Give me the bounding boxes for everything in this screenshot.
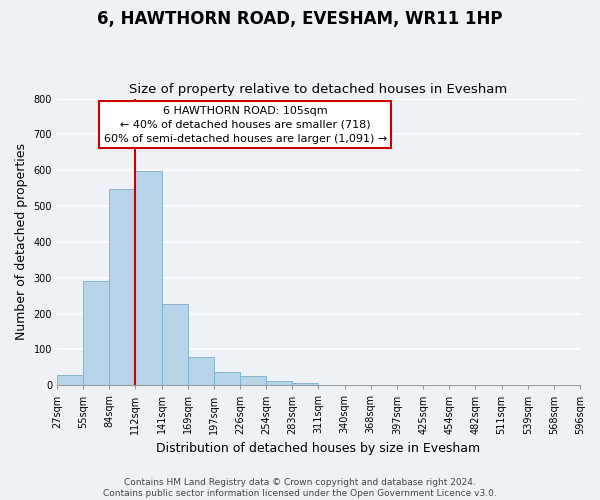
Title: Size of property relative to detached houses in Evesham: Size of property relative to detached ho… <box>130 83 508 96</box>
Bar <box>292 384 319 386</box>
Bar <box>240 376 266 386</box>
Text: 6, HAWTHORN ROAD, EVESHAM, WR11 1HP: 6, HAWTHORN ROAD, EVESHAM, WR11 1HP <box>97 10 503 28</box>
Bar <box>109 189 136 386</box>
Bar <box>161 304 188 386</box>
Bar <box>136 172 161 386</box>
Text: 6 HAWTHORN ROAD: 105sqm
← 40% of detached houses are smaller (718)
60% of semi-d: 6 HAWTHORN ROAD: 105sqm ← 40% of detache… <box>104 106 387 144</box>
X-axis label: Distribution of detached houses by size in Evesham: Distribution of detached houses by size … <box>157 442 481 455</box>
Y-axis label: Number of detached properties: Number of detached properties <box>15 144 28 340</box>
Bar <box>57 375 83 386</box>
Bar <box>266 381 292 386</box>
Bar <box>83 282 109 386</box>
Text: Contains HM Land Registry data © Crown copyright and database right 2024.
Contai: Contains HM Land Registry data © Crown c… <box>103 478 497 498</box>
Bar <box>188 356 214 386</box>
Bar <box>214 372 240 386</box>
